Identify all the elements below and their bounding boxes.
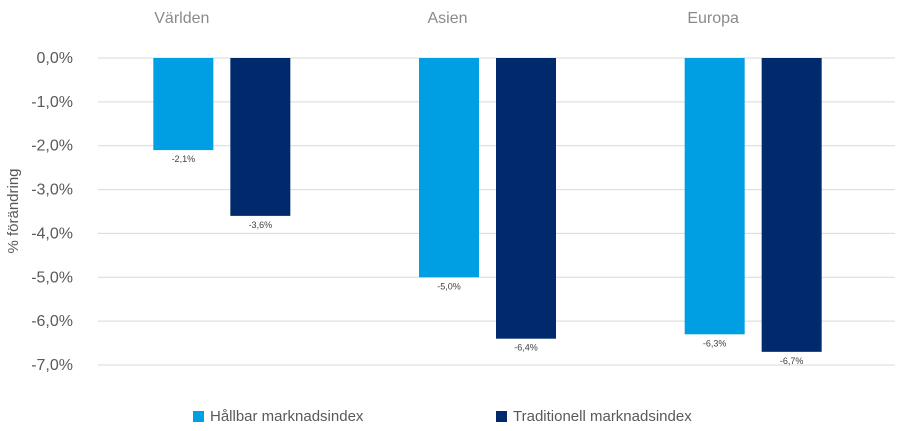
data-label: -6,3% [703,338,727,348]
bar [153,58,214,151]
legend-label-hallbar: Hållbar marknadsindex [210,408,364,425]
bar [419,58,479,278]
legend: Hållbar marknadsindex Traditionell markn… [0,408,900,430]
y-tick-label: -5,0% [31,269,73,286]
legend-label-traditionell: Traditionell marknadsindex [513,408,692,425]
category-label: Europa [687,10,739,27]
y-tick-label: -4,0% [31,225,73,242]
bar [230,58,291,216]
y-tick-label: 0,0% [37,50,73,67]
y-axis-label: % förändring [5,168,22,253]
category-labels: Världen Asien Europa [154,10,739,27]
legend-swatch-hallbar [193,411,204,422]
bars [153,58,822,352]
data-label: -6,7% [780,356,804,366]
y-tick-label: -7,0% [31,357,73,374]
data-labels: -2,1% -3,6% -5,0% -6,4% -6,3% -6,7% [172,154,804,366]
data-label: -2,1% [172,154,196,164]
y-axis-ticks: 0,0% -1,0% -2,0% -3,0% -4,0% -5,0% -6,0% -7,0% [31,50,73,374]
bar [496,58,556,339]
data-label: -5,0% [437,281,461,291]
category-label: Världen [154,10,209,27]
legend-item-hallbar: Hållbar marknadsindex [193,408,363,425]
data-label: -6,4% [514,343,538,353]
y-tick-label: -6,0% [31,313,73,330]
legend-item-traditionell: Traditionell marknadsindex [496,408,692,425]
category-label: Asien [427,10,467,27]
bar [761,58,822,352]
y-tick-label: -3,0% [31,182,73,199]
data-label: -3,6% [249,220,273,230]
bar [684,58,745,335]
chart: 0,0%-1,0%-2,0%-3,0%-4,0%-5,0%-6,0%-7,0% … [5,10,895,374]
y-tick-label: -2,0% [31,138,73,155]
y-tick-label: -1,0% [31,94,73,111]
legend-swatch-traditionell [496,411,507,422]
